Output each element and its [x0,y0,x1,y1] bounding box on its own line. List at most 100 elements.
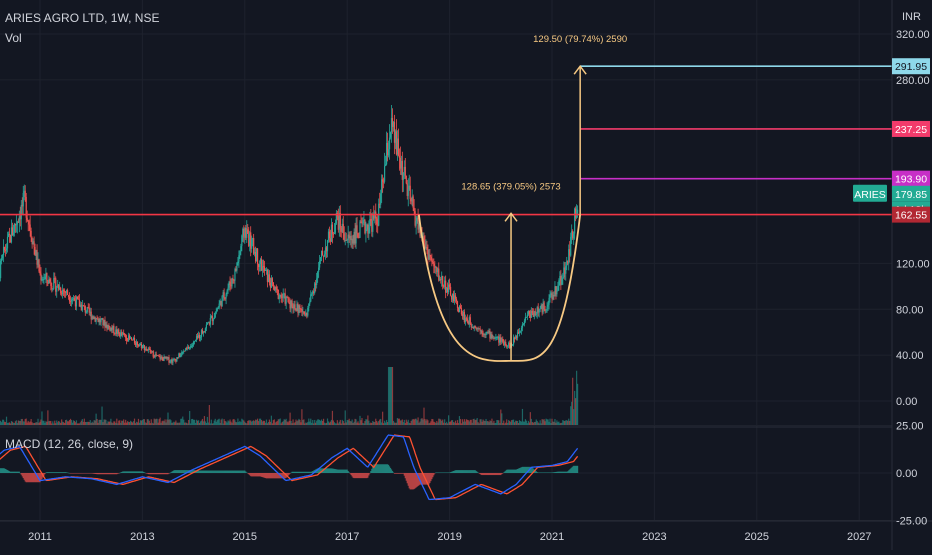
candle-body [151,352,152,353]
candle-body [457,301,458,308]
candle-body [224,292,225,297]
candle-body [365,229,366,233]
candle-body [2,255,3,258]
candle-body [408,189,409,196]
candle-body [334,233,335,234]
candle-body [557,286,558,291]
candle-body [13,233,14,236]
candle-body [27,218,28,220]
candle-body [481,330,482,333]
candle-body [471,324,472,327]
currency-label: INR [902,11,921,23]
candle-body [25,191,26,197]
candle-body [524,321,525,324]
candle-body [376,219,377,225]
candle-body [512,345,513,346]
y-tick-label: 280.00 [896,75,930,87]
symbol-price-tag-text: ARIES [854,189,886,201]
candle-body [523,324,524,325]
candle-body [389,138,390,150]
y-tick-label: 40.00 [896,350,924,362]
y-tick-label: 0.00 [896,396,917,408]
candle-body [31,231,32,238]
candle-body [269,274,270,282]
candle-body [16,224,17,225]
x-tick-label: 2021 [540,531,564,543]
candle-body [39,271,40,273]
candle-body [150,349,151,352]
candle-body [406,176,407,184]
volume-bar [209,405,210,425]
candle-body [470,317,471,324]
candle-body [28,220,29,221]
volume-bar [189,411,190,425]
candle-body [279,296,280,299]
candle-body [577,210,578,214]
volume-label[interactable]: Vol [5,31,22,45]
candle-body [299,305,300,309]
candle-body [6,248,7,250]
macd-histogram-bar [393,472,394,473]
candle-body [180,354,181,357]
candle-body [63,290,64,291]
candle-body [539,309,540,312]
candle-body [123,333,124,334]
candle-body [570,237,571,256]
candle-body [460,306,461,308]
candle-body [491,334,492,338]
candle-body [380,193,381,204]
candle-body [217,309,218,311]
volume-bar [392,367,393,425]
candle-body [206,325,207,329]
symbol-title[interactable]: ARIES AGRO LTD, 1W, NSE [5,11,159,25]
candle-body [83,305,84,306]
candle-body [239,251,240,255]
candle-body [0,261,1,278]
candle-body [370,219,371,221]
candle-body [461,308,462,314]
candle-body [108,325,109,326]
candle-body [191,346,192,347]
candle-body [219,304,220,308]
candle-body [294,304,295,308]
candle-body [327,240,328,251]
candle-body [21,205,22,219]
candle-body [29,221,30,224]
candle-body [529,311,530,314]
candle-body [232,278,233,280]
candle-body [158,355,159,356]
candle-body [161,357,162,358]
macd-label[interactable]: MACD (12, 26, close, 9) [5,437,133,451]
candle-body [67,290,68,295]
price-scale-tag-text: 162.55 [895,210,927,222]
candle-body [124,334,125,336]
candle-body [205,328,206,332]
candle-body [311,294,312,295]
candle-body [100,320,101,323]
candle-body [118,329,119,332]
candle-body [546,307,547,310]
candle-body [561,278,562,285]
x-tick-label: 2027 [847,531,871,543]
candle-body [192,345,193,346]
candle-body [213,319,214,321]
candle-body [97,318,98,319]
candle-body [362,220,363,223]
candle-body [307,308,308,316]
candle-body [467,318,468,322]
candle-body [74,298,75,300]
macd-histogram-bar [19,472,20,473]
volume-bar [577,384,578,425]
candle-body [431,261,432,262]
candle-body [182,352,183,353]
candle-body [449,285,450,287]
x-tick-label: 2019 [437,531,461,543]
candle-body [438,269,439,281]
candle-body [169,362,170,363]
x-tick-label: 2017 [335,531,359,543]
candle-body [125,336,126,338]
candle-body [226,291,227,295]
